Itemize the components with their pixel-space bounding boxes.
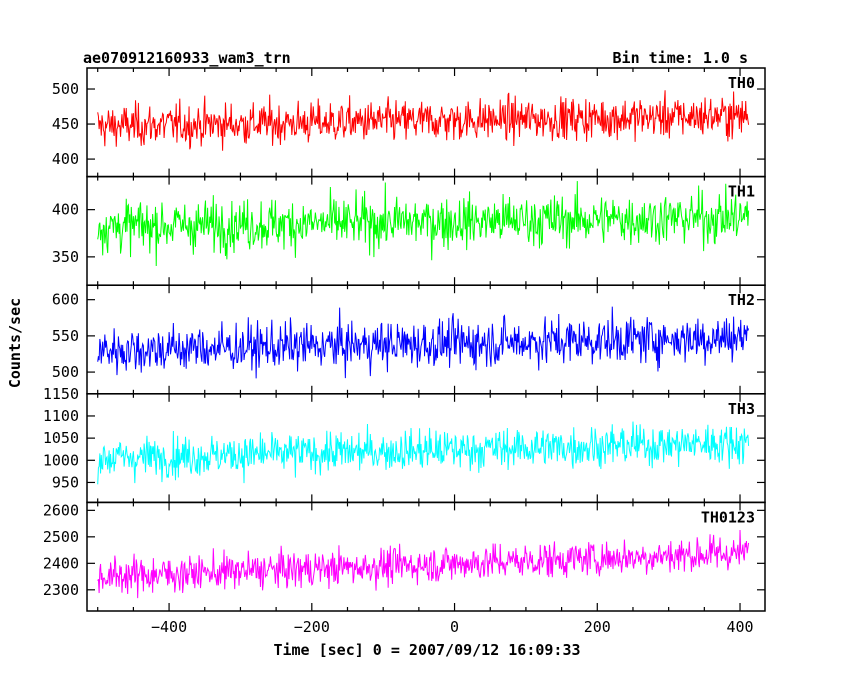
y-tick-label: 2600 [43,501,79,519]
panel-th0: 400 450 500 TH0 [52,67,766,178]
y-tick-label: 950 [52,473,79,491]
panel-th0123: 2300 2400 2500 2600 TH0123 [43,501,766,612]
x-tick-label: 0 [450,618,459,636]
x-tick-label: −200 [294,618,330,636]
y-tick-label: 500 [52,80,79,98]
series-line-th1 [97,181,750,267]
panels: 400 450 500 TH0 350 400 TH1 500 550 600 TH2 950 1000… [43,67,766,612]
x-tick-label: −400 [151,618,187,636]
x-axis-label: Time [sec] 0 = 2007/09/12 16:09:33 [273,641,580,659]
y-tick-label: 2300 [43,581,79,599]
y-tick-label: 400 [52,201,79,219]
x-tick-label: 200 [584,618,611,636]
y-tick-label: 1150 [43,385,79,403]
chart-title: ae070912160933_wam3_trn [83,49,291,67]
series-line-th2 [97,306,750,379]
panel-label: TH2 [728,291,755,309]
panel-label: TH0 [728,74,755,92]
panel-label: TH0123 [701,508,755,526]
y-tick-label: 2400 [43,554,79,572]
y-tick-label: 2500 [43,528,79,546]
y-axis-label: Counts/sec [6,298,24,388]
y-tick-label: 400 [52,150,79,168]
x-tick-labels: −400 −200 0 200 400 [151,618,754,636]
series-line-th3 [97,421,750,485]
panel-frame [86,501,766,612]
y-tick-label: 1050 [43,429,79,447]
y-tick-label: 1100 [43,407,79,425]
series-line-th0123 [97,529,750,599]
y-tick-label: 450 [52,115,79,133]
bin-time-label: Bin time: 1.0 s [613,49,748,67]
x-tick-label: 400 [726,618,753,636]
y-tick-label: 500 [52,363,79,381]
panel-th1: 350 400 TH1 [52,175,766,286]
series-line-th0 [97,90,750,151]
y-tick-label: 600 [52,291,79,309]
y-tick-label: 550 [52,327,79,345]
panel-label: TH1 [728,183,755,201]
panel-th3: 950 1000 1050 1100 1150 TH3 [43,385,766,504]
y-tick-label: 1000 [43,451,79,469]
panel-label: TH3 [728,400,755,418]
y-tick-label: 350 [52,248,79,266]
panel-th2: 500 550 600 TH2 [52,284,766,395]
